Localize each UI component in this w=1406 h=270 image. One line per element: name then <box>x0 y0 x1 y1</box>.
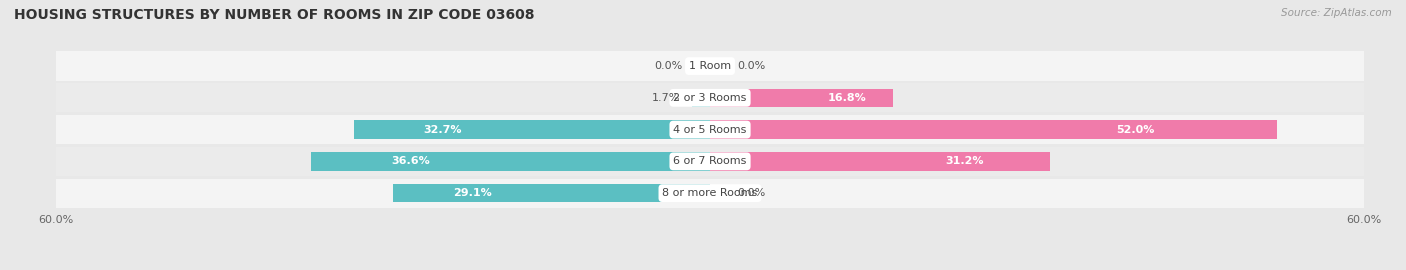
Text: HOUSING STRUCTURES BY NUMBER OF ROOMS IN ZIP CODE 03608: HOUSING STRUCTURES BY NUMBER OF ROOMS IN… <box>14 8 534 22</box>
Text: 36.6%: 36.6% <box>391 156 430 166</box>
Bar <box>710 89 893 107</box>
Bar <box>56 178 1364 208</box>
Text: 6 or 7 Rooms: 6 or 7 Rooms <box>673 156 747 166</box>
Text: 16.8%: 16.8% <box>828 93 866 103</box>
Bar <box>692 89 710 107</box>
Text: 4 or 5 Rooms: 4 or 5 Rooms <box>673 124 747 135</box>
Text: 0.0%: 0.0% <box>737 188 765 198</box>
Bar <box>56 52 1364 81</box>
Text: 0.0%: 0.0% <box>655 61 683 71</box>
Text: 2 or 3 Rooms: 2 or 3 Rooms <box>673 93 747 103</box>
Text: 31.2%: 31.2% <box>946 156 984 166</box>
Bar <box>392 184 710 202</box>
Text: 1.7%: 1.7% <box>652 93 681 103</box>
Text: Source: ZipAtlas.com: Source: ZipAtlas.com <box>1281 8 1392 18</box>
Bar <box>354 120 710 139</box>
Text: 1 Room: 1 Room <box>689 61 731 71</box>
Bar <box>56 83 1364 112</box>
Bar <box>56 147 1364 176</box>
Text: 32.7%: 32.7% <box>423 124 463 135</box>
Bar <box>56 115 1364 144</box>
Text: 52.0%: 52.0% <box>1116 124 1154 135</box>
Text: 0.0%: 0.0% <box>737 61 765 71</box>
Bar <box>710 120 1277 139</box>
Bar <box>311 152 710 171</box>
Bar <box>710 152 1050 171</box>
Text: 8 or more Rooms: 8 or more Rooms <box>662 188 758 198</box>
Text: 29.1%: 29.1% <box>453 188 492 198</box>
